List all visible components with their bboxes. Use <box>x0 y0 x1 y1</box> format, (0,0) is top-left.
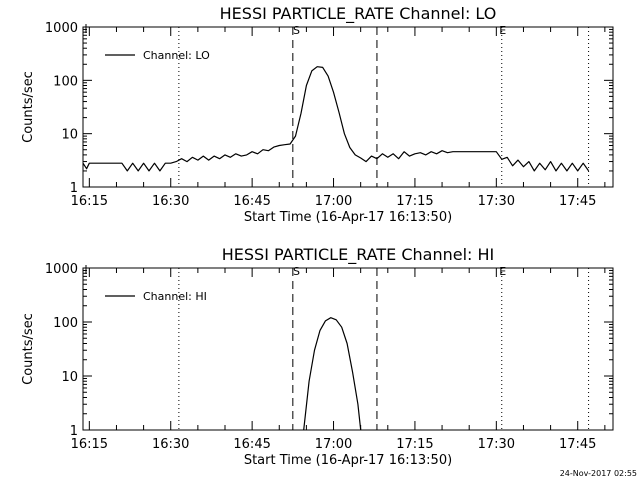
legend-entry: Channel: HI <box>143 290 207 303</box>
y-tick-label: 10 <box>61 128 78 143</box>
series-line-0 <box>303 317 362 431</box>
panel-lo: HESSI PARTICLE_RATE Channel: LO 1 10 100 100… <box>21 4 614 225</box>
x-tick-label: 16:30 <box>152 437 189 452</box>
x-tick-label: 17:30 <box>478 194 515 209</box>
flag-label-s: S <box>293 24 300 37</box>
x-tick-label: 16:15 <box>71 437 108 452</box>
y-tick-label: 1 <box>70 181 78 196</box>
y-axis-label: Counts/sec <box>21 71 36 143</box>
x-tick-label: 17:15 <box>396 437 433 452</box>
plot-frame <box>82 26 614 188</box>
flag-label-s: S <box>293 265 300 278</box>
footer-timestamp: 24-Nov-2017 02:55 <box>560 469 637 478</box>
chart-title: HESSI PARTICLE_RATE Channel: HI <box>222 245 495 265</box>
flag-label-e: E <box>499 24 506 37</box>
series-line-0 <box>82 66 590 172</box>
y-axis-label: Counts/sec <box>21 313 36 385</box>
x-tick-label: 16:45 <box>233 194 270 209</box>
x-tick-label: 17:00 <box>315 194 352 209</box>
x-tick-label: 17:45 <box>559 437 596 452</box>
y-tick-label: 100 <box>53 316 78 331</box>
x-tick-label: 17:30 <box>478 437 515 452</box>
y-tick-label: 100 <box>53 74 78 89</box>
x-axis-label: Start Time (16-Apr-17 16:13:50) <box>244 210 452 225</box>
y-tick-label: 10 <box>61 370 78 385</box>
plot-frame <box>82 267 614 431</box>
panel-hi: HESSI PARTICLE_RATE Channel: HI 1 10 100 100… <box>21 245 614 468</box>
x-tick-label: 17:00 <box>315 437 352 452</box>
y-tick-label: 1000 <box>45 21 78 36</box>
flag-label-e: E <box>499 265 506 278</box>
chart-title: HESSI PARTICLE_RATE Channel: LO <box>220 4 497 24</box>
x-tick-label: 17:15 <box>396 194 433 209</box>
x-tick-label: 16:30 <box>152 194 189 209</box>
x-tick-label: 16:45 <box>233 437 270 452</box>
y-tick-label: 1 <box>70 424 78 439</box>
x-tick-label: 16:15 <box>71 194 108 209</box>
x-tick-label: 17:45 <box>559 194 596 209</box>
x-axis-label: Start Time (16-Apr-17 16:13:50) <box>244 453 452 468</box>
legend-entry: Channel: LO <box>143 49 210 62</box>
y-tick-label: 1000 <box>45 262 78 277</box>
